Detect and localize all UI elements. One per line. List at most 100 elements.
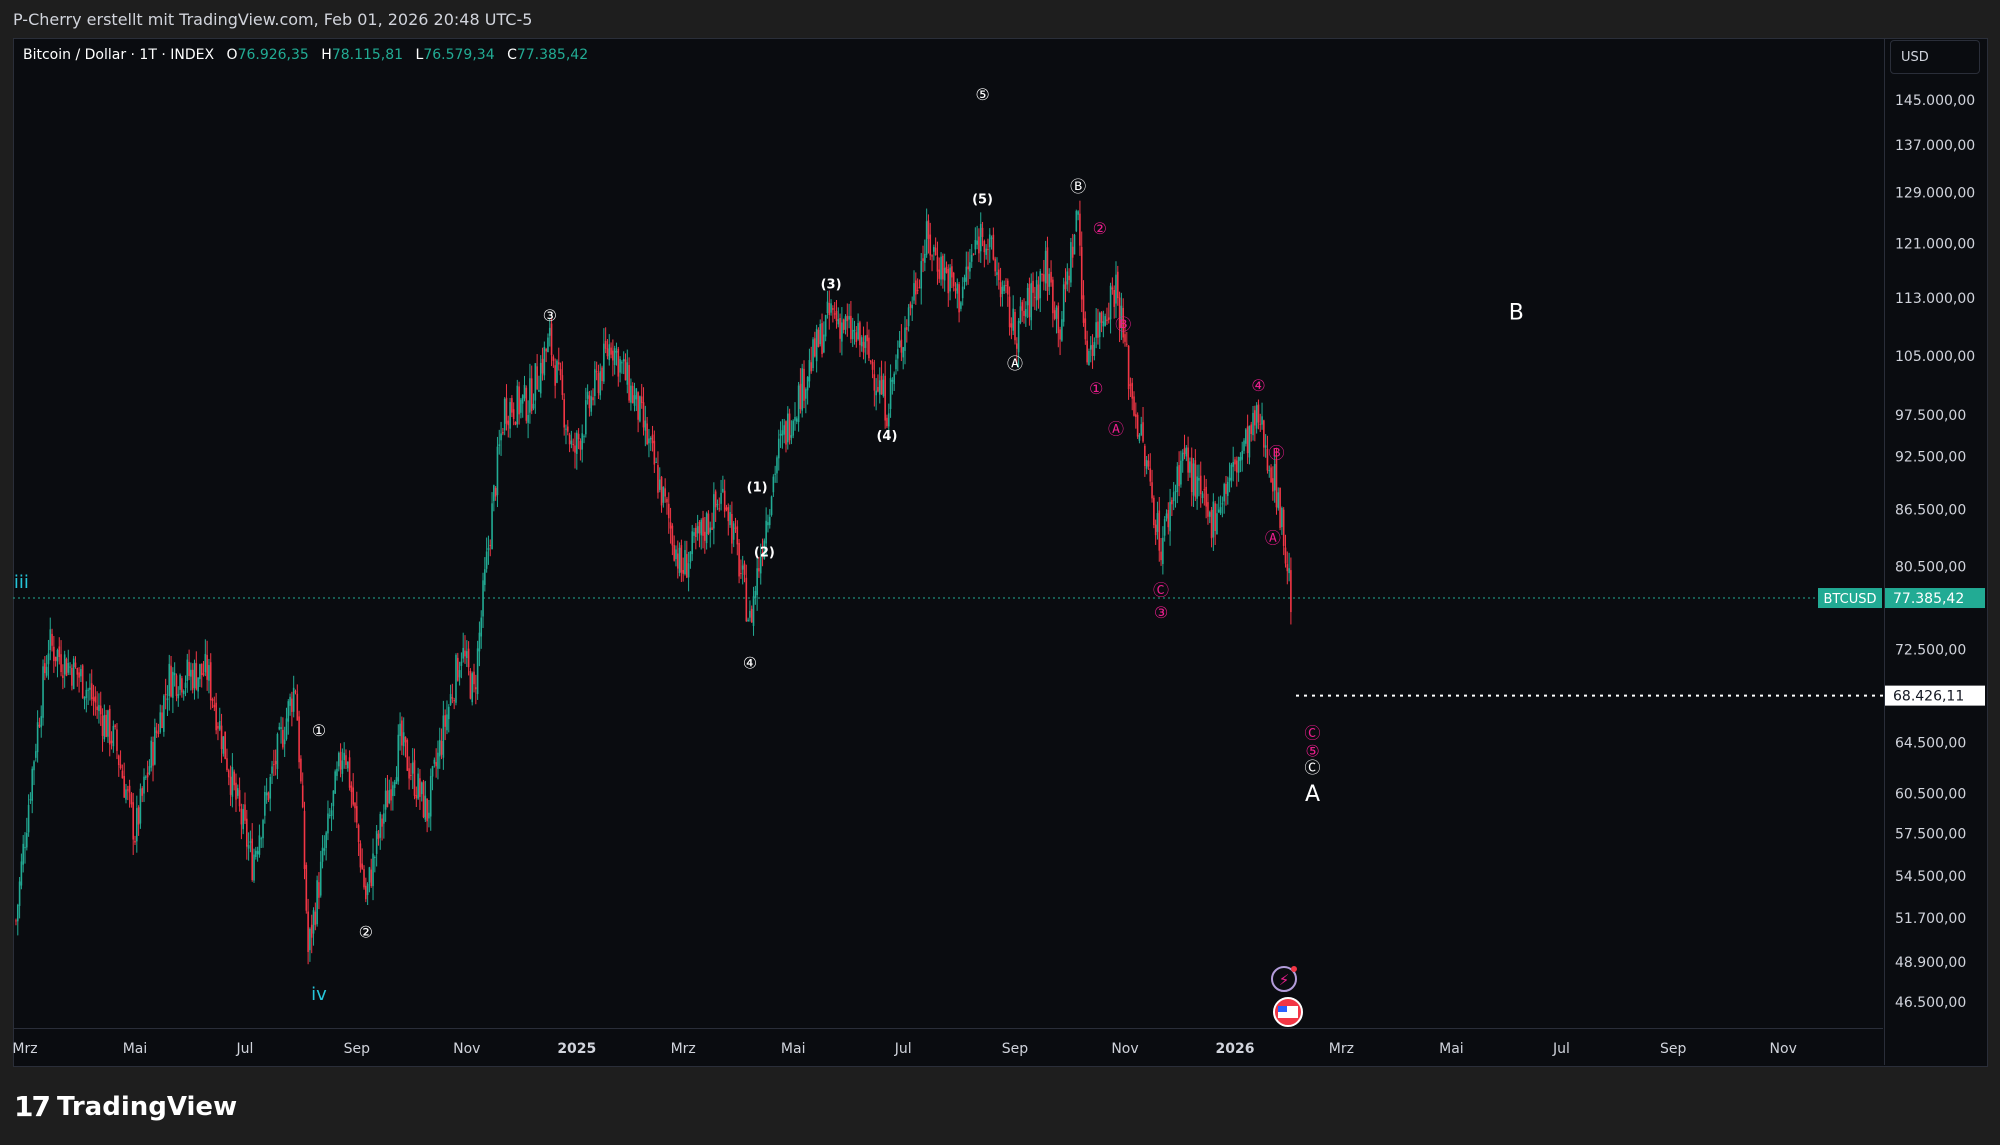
candle (264, 785, 266, 824)
candle-body (521, 395, 524, 404)
candle (855, 326, 858, 348)
candle-body (377, 833, 380, 839)
candle-body (1165, 513, 1168, 519)
candle-body (657, 465, 659, 493)
candle-body (613, 348, 616, 366)
candle (1129, 377, 1132, 398)
candle (27, 794, 30, 837)
candle-body (669, 522, 672, 529)
candle (880, 360, 883, 395)
candle-body (812, 339, 814, 368)
candle (1135, 402, 1137, 429)
candle (835, 300, 838, 329)
candle-body (1124, 334, 1126, 342)
candle-body (294, 691, 297, 693)
symbol-label[interactable]: Bitcoin / Dollar · 1T · INDEX (23, 47, 215, 63)
symbol-tag-label: BTCUSD (1824, 592, 1877, 607)
candle (931, 254, 933, 272)
candle-body (583, 436, 585, 438)
candle (1210, 506, 1213, 548)
candle-body (300, 758, 302, 782)
candle-body (557, 362, 560, 365)
candle (1156, 501, 1159, 540)
candle-body (877, 387, 879, 392)
candle (363, 865, 365, 890)
candle (166, 685, 169, 716)
wave-label: (3) (821, 277, 842, 292)
price-tick-label: 51.700,00 (1895, 911, 1966, 927)
candle-body (1097, 321, 1099, 338)
candle (413, 748, 416, 800)
candle (1145, 455, 1148, 475)
candle (1088, 348, 1090, 366)
candle (756, 557, 758, 611)
candle-body (54, 656, 57, 661)
candle (1043, 260, 1045, 291)
candle (460, 652, 463, 679)
candle (637, 391, 639, 433)
candle-body (606, 348, 609, 357)
candle (471, 671, 474, 706)
candle (285, 707, 288, 741)
candle-body (231, 766, 234, 797)
candle (280, 716, 282, 744)
candle (155, 722, 158, 738)
candle-body (765, 520, 767, 544)
candle (963, 274, 966, 290)
candle (965, 251, 968, 286)
wave-label: ② (1093, 219, 1107, 238)
candle (819, 319, 822, 347)
candle (195, 651, 198, 691)
candle-body (1201, 493, 1204, 499)
candle (1030, 273, 1033, 331)
candle-body (458, 670, 461, 678)
candle (128, 779, 131, 808)
candle-body (655, 461, 657, 463)
candle-body (173, 672, 176, 676)
candle (119, 750, 122, 770)
candle-body (1041, 273, 1043, 275)
candle-body (585, 400, 587, 435)
candle (576, 430, 578, 470)
candle (996, 257, 998, 286)
candle (1234, 456, 1236, 472)
candle-body (727, 507, 730, 522)
candle (1010, 317, 1013, 340)
candle (808, 348, 811, 388)
candle-body (806, 376, 809, 391)
candle-body (934, 247, 937, 256)
candle-body (741, 565, 744, 570)
candle (1241, 441, 1244, 472)
candle-body (770, 496, 773, 515)
candle-body (707, 513, 710, 535)
candle-body (889, 378, 892, 409)
candle (1019, 297, 1022, 325)
candle (794, 402, 796, 431)
candle (318, 872, 320, 910)
price-chart[interactable]: iiiiv①②③④⑤(1)(2)(3)(4)(5)ⒶⒷ②Ⓑ①ⒶⒸ③④ⒷⒶⒸ⑤ⒸA… (13, 38, 1883, 1028)
candle (763, 538, 766, 560)
time-axis[interactable]: Mrz Mai Jul Sep Nov 2025 Mrz Mai Jul Sep Nov 2026 Mr… (13, 1028, 1883, 1066)
candle (657, 451, 659, 499)
price-tick-label: 121.000,00 (1895, 237, 1975, 253)
candle-body (595, 371, 598, 373)
candle-body (379, 813, 382, 838)
candle-body (107, 710, 109, 737)
candle (761, 538, 764, 567)
candle-body (925, 221, 928, 255)
candle-body (529, 378, 531, 413)
candle-body (200, 663, 203, 675)
candle (1080, 231, 1083, 313)
price-axis[interactable]: 145.000,00137.000,00129.000,00121.000,00… (1884, 38, 1987, 1065)
candle-body (718, 508, 721, 510)
candle (1046, 236, 1049, 301)
currency-button[interactable]: USD (1890, 40, 1980, 74)
candle (255, 846, 257, 860)
candle-body (1277, 492, 1280, 509)
candle (1275, 447, 1278, 515)
candle-body (289, 696, 291, 706)
candle-body (902, 347, 904, 358)
candle (521, 394, 524, 418)
candle (1207, 493, 1209, 525)
candle-body (574, 445, 576, 453)
